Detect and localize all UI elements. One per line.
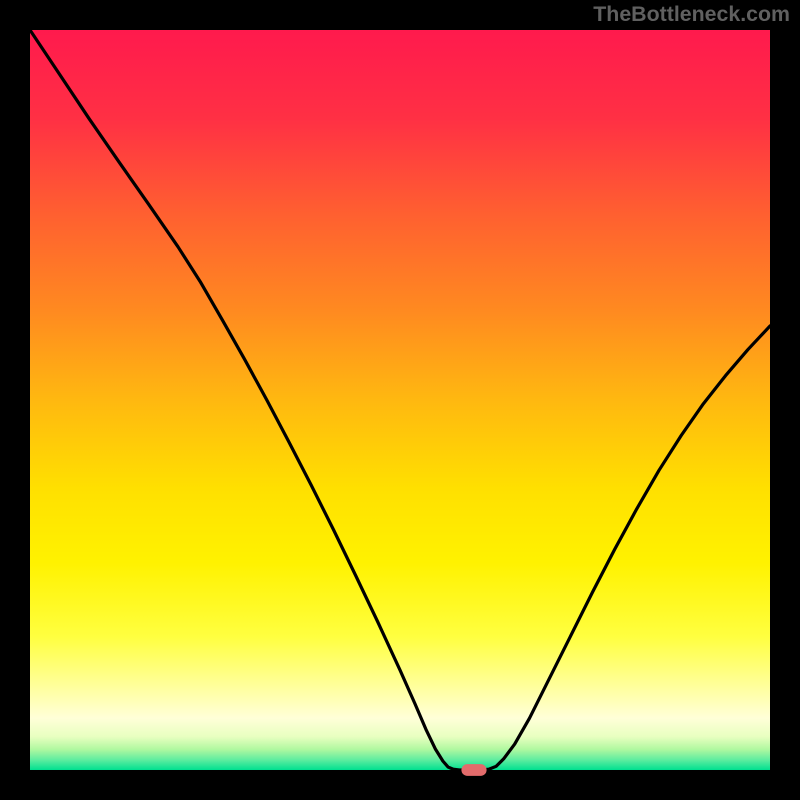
bottleneck-chart	[0, 0, 800, 800]
attribution-text: TheBottleneck.com	[593, 2, 790, 27]
chart-container: TheBottleneck.com	[0, 0, 800, 800]
plot-background-gradient	[30, 30, 770, 770]
optimal-point-marker	[461, 764, 486, 776]
